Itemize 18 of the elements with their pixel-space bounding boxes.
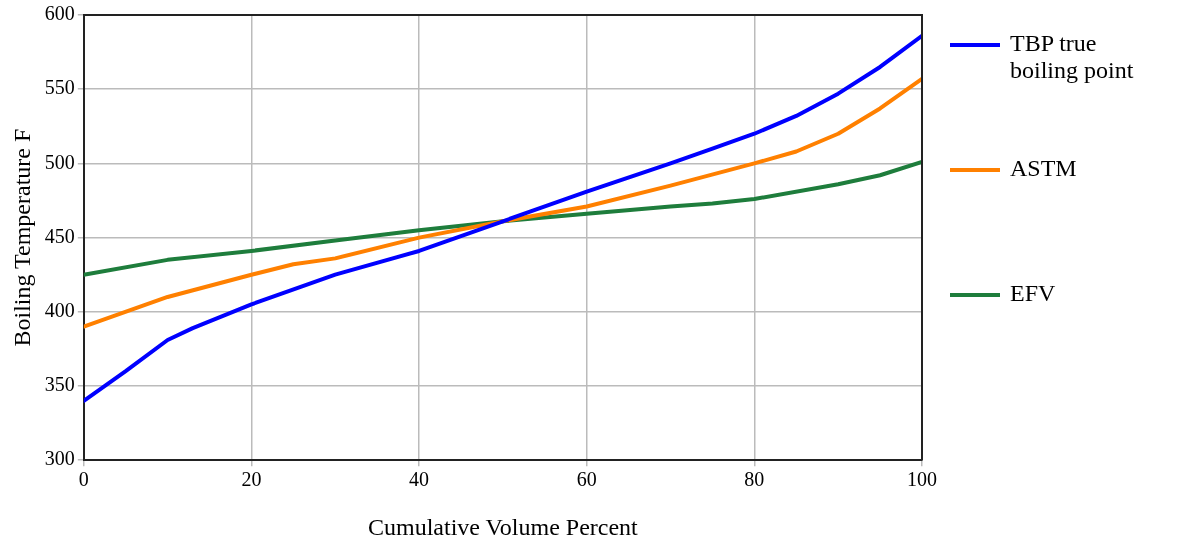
y-tick-label: 450	[44, 224, 75, 247]
y-tick-label: 300	[44, 447, 75, 470]
x-tick-label: 0	[78, 468, 89, 491]
x-tick-label: 40	[409, 468, 430, 491]
x-tick-label: 80	[744, 468, 765, 491]
y-tick-label: 600	[44, 2, 75, 25]
legend-label: TBP true boiling point	[1010, 30, 1135, 84]
x-tick-label: 20	[241, 468, 262, 491]
y-tick-label: 400	[44, 299, 75, 322]
y-tick-label: 500	[44, 150, 75, 173]
y-tick-label: 350	[44, 373, 75, 396]
x-tick-label: 100	[907, 468, 937, 491]
legend-label: ASTM	[1010, 155, 1078, 182]
x-tick-label: 60	[576, 468, 597, 491]
x-axis-title: Cumulative Volume Percent	[368, 513, 639, 540]
y-tick-label: 550	[44, 76, 75, 99]
legend-label: EFV	[1010, 280, 1057, 307]
y-axis-title: Boiling Temperature F	[8, 128, 35, 347]
